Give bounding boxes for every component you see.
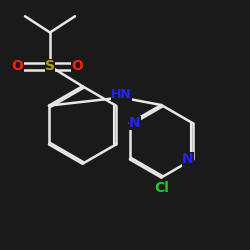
Text: HN: HN — [111, 88, 132, 102]
Text: O: O — [72, 59, 84, 73]
Text: N: N — [182, 152, 194, 166]
Text: S: S — [45, 59, 55, 73]
Text: O: O — [12, 59, 24, 73]
Text: N: N — [129, 116, 141, 130]
Text: Cl: Cl — [154, 180, 169, 194]
